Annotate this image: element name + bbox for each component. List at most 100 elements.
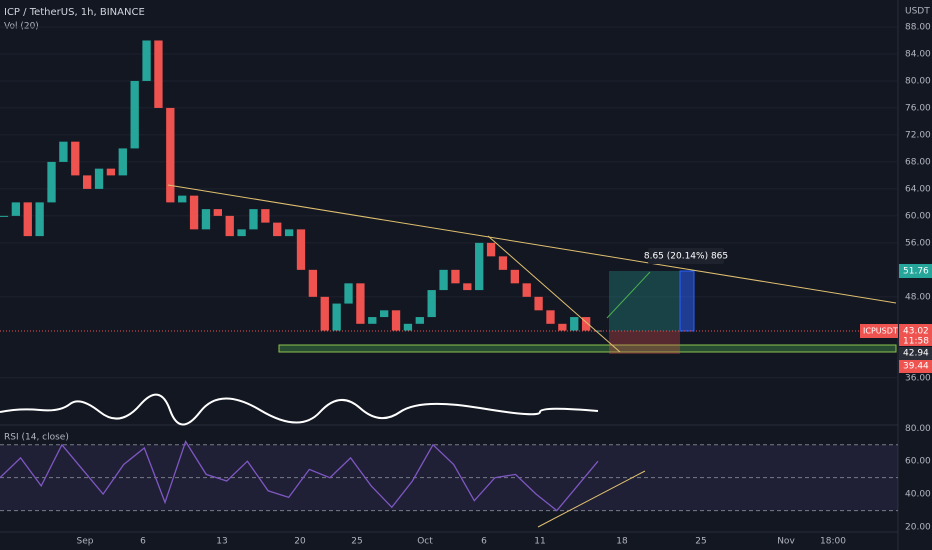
candle xyxy=(11,202,21,216)
candle xyxy=(332,303,341,331)
candle xyxy=(498,256,508,270)
currency[interactable]: USDT xyxy=(905,7,930,17)
badge xyxy=(899,360,932,373)
candle xyxy=(225,215,234,237)
rsi-trend-line[interactable] xyxy=(537,470,646,528)
x-tick-label: 6 xyxy=(481,537,487,547)
candle xyxy=(59,141,68,162)
badge xyxy=(899,264,932,278)
candle xyxy=(558,323,567,331)
candle xyxy=(47,161,56,203)
rsi-tick-label: 60.00 xyxy=(905,457,931,467)
y-tick-label: 72.00 xyxy=(905,130,931,140)
candle xyxy=(581,317,591,331)
candle xyxy=(106,168,116,176)
candle xyxy=(403,323,413,331)
candle xyxy=(118,148,127,176)
projection-arrow[interactable] xyxy=(606,271,651,319)
y-tick-label: 60.00 xyxy=(905,211,931,221)
candle xyxy=(249,209,258,230)
y-tick-label: 68.00 xyxy=(905,157,931,167)
symbol-title[interactable]: ICP / TetherUS, 1h, BINANCE xyxy=(4,7,145,18)
rsi-tick-label: 20.00 xyxy=(905,523,931,533)
x-tick-label: 18 xyxy=(616,537,628,547)
x-tick-label: 20 xyxy=(294,537,306,547)
candle xyxy=(178,195,187,203)
rsi-label[interactable]: RSI (14, close) xyxy=(4,433,69,443)
candle xyxy=(35,202,44,237)
rsi-tick-label: 80.00 xyxy=(905,424,931,434)
badge-text: 11:58 xyxy=(903,337,929,347)
x-tick-label: 11 xyxy=(534,537,545,547)
trend-line[interactable] xyxy=(167,184,897,304)
badge-text: 43.02 xyxy=(903,327,929,337)
badge-text: 39.44 xyxy=(903,362,929,372)
candle xyxy=(475,242,484,291)
candle xyxy=(130,80,139,149)
candle xyxy=(391,310,401,331)
badge-text: 51.76 xyxy=(903,267,929,277)
candle xyxy=(380,310,389,318)
candle xyxy=(546,310,555,324)
stop-zone[interactable] xyxy=(609,331,680,354)
candle xyxy=(284,229,294,237)
candle xyxy=(356,283,365,324)
candle xyxy=(213,209,222,216)
candle xyxy=(83,175,92,189)
y-tick-label: 88.00 xyxy=(905,22,931,32)
support-zone[interactable] xyxy=(278,344,897,353)
candle xyxy=(189,195,199,230)
x-tick-label: 6 xyxy=(140,537,146,547)
candle xyxy=(261,209,270,223)
candle xyxy=(439,269,448,291)
candle xyxy=(534,296,543,311)
candle xyxy=(94,168,104,189)
x-tick-label: Sep xyxy=(77,537,94,547)
candle xyxy=(296,229,306,270)
badge xyxy=(860,324,898,338)
candle xyxy=(451,269,460,284)
y-tick-label: 64.00 xyxy=(905,184,931,194)
candle xyxy=(237,229,246,237)
candle xyxy=(368,317,377,324)
y-tick-label: 84.00 xyxy=(905,49,931,59)
y-tick-label: 48.00 xyxy=(905,292,931,302)
rsi-tick-label: 40.00 xyxy=(905,490,931,500)
annotation: 8.65 (20.14%) 865 xyxy=(644,252,728,262)
y-tick-label: 76.00 xyxy=(905,103,931,113)
badge-text: 42.94 xyxy=(903,349,929,359)
trend-line[interactable] xyxy=(487,235,621,353)
candle xyxy=(344,283,353,304)
candle xyxy=(320,296,329,331)
badge-text: ICPUSDT xyxy=(863,327,898,336)
candle xyxy=(415,317,424,324)
annotation-box xyxy=(648,248,724,264)
candle xyxy=(308,269,318,297)
candle xyxy=(510,269,519,284)
candle xyxy=(427,290,436,318)
price-badges: 51.76 ICPUSDT 43.02 11:58 42.94 39.44 xyxy=(860,264,932,373)
badge xyxy=(899,324,932,346)
candle xyxy=(0,215,9,217)
x-tick-label: Nov xyxy=(777,537,795,547)
target-zone[interactable] xyxy=(609,271,680,331)
candle xyxy=(486,242,496,257)
candle xyxy=(142,40,151,81)
candle xyxy=(201,209,211,230)
rsi-line xyxy=(0,439,599,512)
candle xyxy=(71,141,80,176)
x-tick-label: 13 xyxy=(216,537,227,547)
x-tick-label: 25 xyxy=(351,537,362,547)
y-tick-label: 56.00 xyxy=(905,238,931,248)
y-tick-label: 36.00 xyxy=(905,373,931,383)
range-box[interactable] xyxy=(679,270,695,332)
candle xyxy=(463,283,472,291)
x-tick-label: 25 xyxy=(695,537,706,547)
candle xyxy=(166,107,175,203)
x-tick-label: Oct xyxy=(417,537,433,547)
candle xyxy=(154,40,163,108)
candle xyxy=(23,202,32,237)
candle xyxy=(570,317,579,331)
